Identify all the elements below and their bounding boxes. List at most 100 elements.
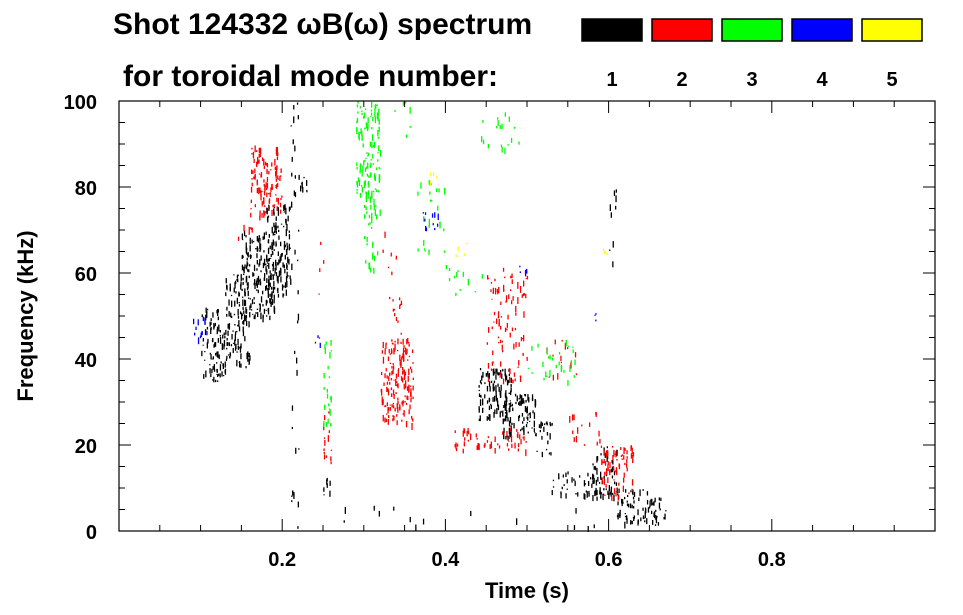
spectral-speck bbox=[462, 271, 464, 277]
spectral-speck bbox=[628, 492, 630, 495]
spectral-speck bbox=[551, 422, 553, 426]
spectral-speck bbox=[283, 211, 285, 213]
spectral-speck bbox=[271, 209, 273, 216]
spectral-speck bbox=[596, 456, 598, 463]
spectral-speck bbox=[264, 212, 266, 216]
spectral-speck bbox=[271, 264, 274, 267]
spectral-speck bbox=[523, 436, 525, 441]
spectral-speck bbox=[546, 348, 548, 355]
spectral-speck bbox=[262, 262, 265, 269]
mode-1-region-13 bbox=[649, 497, 667, 526]
spectral-speck bbox=[499, 339, 502, 344]
spectral-speck bbox=[328, 408, 331, 411]
spectral-speck bbox=[377, 114, 379, 122]
mode-4-region-4 bbox=[594, 313, 597, 322]
spectral-speck bbox=[403, 410, 405, 417]
spectral-speck bbox=[511, 327, 514, 332]
spectral-speck bbox=[259, 259, 261, 266]
spectral-speck bbox=[493, 311, 496, 316]
spectral-speck bbox=[391, 271, 393, 276]
spectral-speck bbox=[392, 343, 394, 345]
spectral-speck bbox=[525, 294, 527, 299]
spectral-speck bbox=[507, 144, 509, 146]
spectral-speck bbox=[567, 345, 569, 348]
spectral-speck bbox=[423, 216, 425, 222]
spectral-speck bbox=[387, 389, 390, 396]
spectral-speck bbox=[266, 278, 268, 283]
spectral-speck bbox=[611, 460, 613, 463]
spectral-speck bbox=[284, 254, 286, 260]
spectral-speck bbox=[477, 443, 479, 450]
spectral-speck bbox=[218, 354, 220, 360]
spectral-speck bbox=[225, 292, 227, 297]
spectral-speck bbox=[298, 174, 300, 180]
spectral-speck bbox=[262, 304, 264, 307]
spectral-speck bbox=[655, 509, 657, 512]
spectral-speck bbox=[275, 225, 277, 230]
spectral-speck bbox=[372, 116, 374, 122]
spectral-speck bbox=[504, 418, 506, 421]
spectral-speck bbox=[404, 401, 406, 403]
spectral-speck bbox=[249, 305, 251, 311]
spectral-speck bbox=[546, 375, 548, 377]
spectral-speck bbox=[611, 475, 614, 479]
spectral-speck bbox=[425, 226, 427, 231]
spectral-speck bbox=[541, 422, 543, 426]
spectral-speck bbox=[217, 374, 219, 377]
spectral-speck bbox=[406, 348, 408, 354]
spectral-speck bbox=[478, 408, 480, 413]
spectral-speck bbox=[605, 488, 607, 491]
spectral-speck bbox=[392, 365, 395, 370]
spectral-speck bbox=[554, 339, 556, 345]
spectral-speck bbox=[552, 486, 555, 488]
spectral-speck bbox=[394, 110, 396, 112]
spectral-speck bbox=[658, 502, 661, 509]
spectral-speck bbox=[476, 437, 478, 440]
spectral-speck bbox=[276, 146, 278, 153]
spectral-speck bbox=[505, 435, 507, 440]
spectral-speck bbox=[269, 282, 271, 288]
spectral-speck bbox=[266, 192, 268, 198]
spectral-speck bbox=[285, 289, 287, 296]
spectral-speck bbox=[247, 262, 249, 267]
spectral-speck bbox=[498, 318, 500, 326]
spectral-speck bbox=[244, 291, 246, 297]
spectral-speck bbox=[210, 318, 212, 322]
spectral-speck bbox=[479, 395, 481, 397]
spectral-speck bbox=[392, 402, 395, 405]
mode-1-region-5 bbox=[300, 176, 308, 193]
spectral-speck bbox=[364, 108, 367, 111]
spectral-speck bbox=[266, 300, 268, 304]
spectral-speck bbox=[409, 366, 412, 370]
spectral-speck bbox=[478, 385, 480, 388]
spectral-speck bbox=[367, 192, 369, 199]
spectral-speck bbox=[481, 274, 483, 279]
spectral-speck bbox=[370, 116, 372, 118]
spectral-speck bbox=[265, 163, 268, 166]
spectral-speck bbox=[523, 280, 525, 287]
spectral-speck bbox=[238, 302, 240, 304]
spectral-speck bbox=[504, 276, 506, 279]
spectral-speck bbox=[289, 206, 291, 210]
spectral-speck bbox=[501, 146, 503, 153]
spectral-speck bbox=[396, 420, 398, 426]
spectral-speck bbox=[592, 473, 594, 480]
spectral-speck bbox=[206, 308, 209, 311]
spectral-speck bbox=[373, 204, 375, 211]
y-tick-label: 80 bbox=[75, 178, 97, 200]
mode-1-region-0 bbox=[201, 307, 227, 383]
spectral-speck bbox=[392, 308, 394, 312]
spectral-speck bbox=[271, 299, 274, 305]
spectral-speck bbox=[209, 321, 211, 327]
spectral-speck bbox=[376, 214, 378, 220]
spectral-speck bbox=[365, 192, 367, 199]
spectral-speck bbox=[429, 199, 432, 202]
spectral-speck bbox=[237, 278, 239, 283]
spectral-speck bbox=[397, 338, 399, 345]
spectral-speck bbox=[216, 351, 218, 354]
spectral-speck bbox=[445, 264, 447, 270]
spectral-speck bbox=[242, 306, 244, 311]
spectral-speck bbox=[386, 381, 389, 385]
spectral-speck bbox=[660, 497, 662, 502]
spectral-speck bbox=[364, 127, 366, 130]
